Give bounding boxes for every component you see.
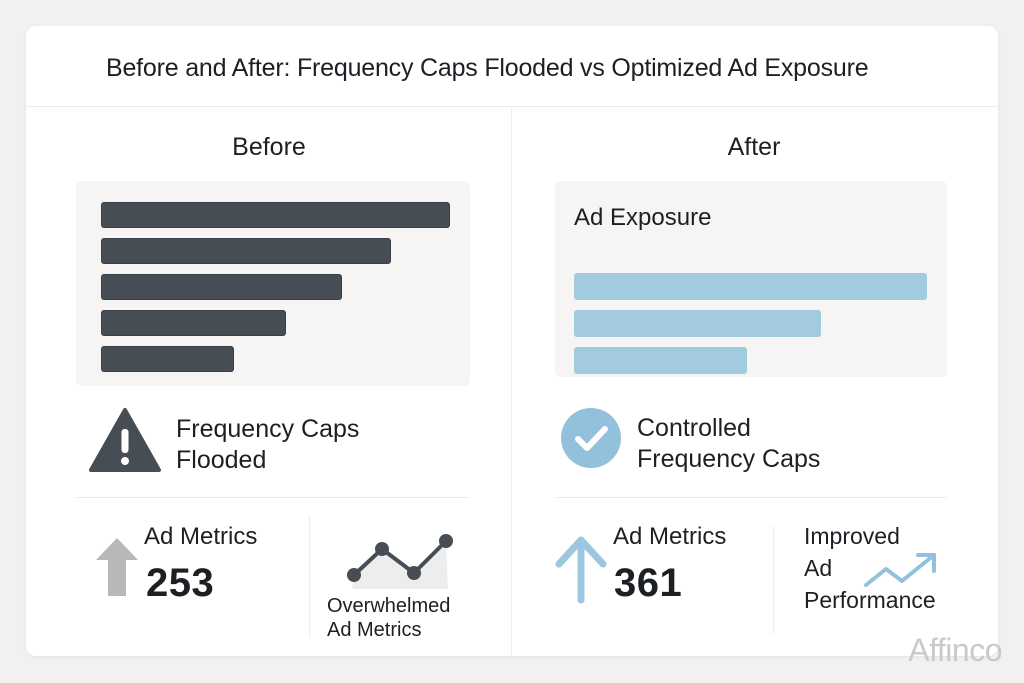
- after-bar-2: [574, 310, 821, 337]
- before-metric-label: Ad Metrics: [144, 523, 258, 550]
- after-status-text: Controlled Frequency Caps: [637, 413, 820, 475]
- before-status-line2: Flooded: [176, 446, 267, 474]
- before-status-line1: Frequency Caps: [176, 415, 360, 443]
- comparison-card: Before and After: Frequency Caps Flooded…: [26, 26, 998, 656]
- arrow-up-icon: [96, 538, 138, 596]
- arrow-up-icon: [555, 536, 607, 604]
- before-bar-5: [101, 346, 234, 372]
- column-divider: [511, 108, 512, 656]
- before-heading: Before: [232, 133, 306, 161]
- before-bar-4: [101, 310, 286, 336]
- after-panel-label: Ad Exposure: [574, 204, 712, 231]
- after-metric-value: 361: [614, 561, 683, 605]
- header-divider: [26, 106, 998, 107]
- trend-up-icon: [864, 553, 936, 587]
- before-metric-divider: [309, 516, 310, 638]
- before-bar-3: [101, 274, 342, 300]
- after-status-line1: Controlled: [637, 414, 751, 442]
- watermark-logo: Affinco: [908, 632, 1002, 668]
- before-trend-label: Overwhelmed Ad Metrics: [327, 594, 450, 642]
- before-divider: [76, 497, 470, 498]
- after-bars-panel: Ad Exposure: [555, 181, 947, 377]
- after-metric-label: Ad Metrics: [613, 523, 727, 550]
- after-perf-line3: Performance: [804, 587, 936, 613]
- after-bar-3: [574, 347, 747, 374]
- after-bar-1: [574, 273, 927, 300]
- after-perf-line1: Improved: [804, 523, 900, 549]
- before-bars-panel: [76, 181, 470, 386]
- after-perf-text: Improved Ad Performance: [804, 520, 936, 616]
- after-status-line2: Frequency Caps: [637, 445, 821, 473]
- line-trend-icon: [347, 534, 453, 589]
- check-circle-icon: [561, 408, 621, 468]
- before-bar-1: [101, 202, 450, 228]
- before-metric-value: 253: [146, 561, 215, 605]
- before-status-text: Frequency Caps Flooded: [176, 414, 359, 476]
- before-trend-line2: Ad Metrics: [327, 619, 422, 641]
- after-heading: After: [727, 133, 781, 161]
- after-metric-divider: [773, 526, 774, 634]
- after-perf-line2: Ad: [804, 555, 833, 581]
- warning-icon: [89, 408, 161, 472]
- page-title: Before and After: Frequency Caps Flooded…: [106, 54, 869, 82]
- before-trend-line1: Overwhelmed: [327, 595, 451, 617]
- after-divider: [555, 497, 947, 498]
- before-bar-2: [101, 238, 391, 264]
